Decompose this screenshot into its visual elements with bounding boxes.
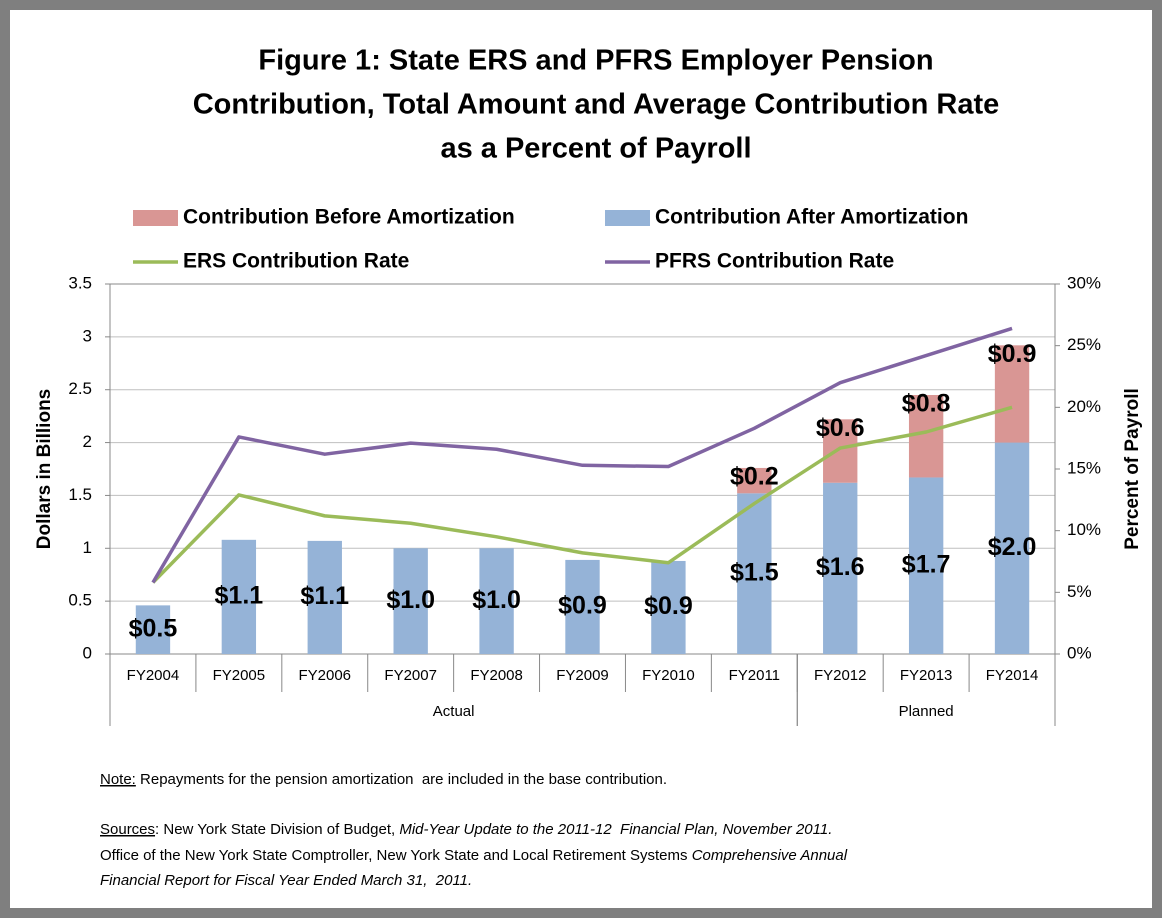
value-label: $1.5 <box>730 558 779 586</box>
footnote-run: Mid-Year Update to the 2011-12 Financial… <box>399 821 832 838</box>
value-label: $2.0 <box>988 533 1037 561</box>
bar <box>479 548 514 654</box>
footnote-run: Repayments for the pension amortization … <box>136 771 667 788</box>
bar <box>994 345 1030 443</box>
value-label: $0.6 <box>816 414 865 442</box>
footnote: Financial Report for Fiscal Year Ended M… <box>100 872 472 889</box>
bar <box>823 482 858 654</box>
bar <box>908 395 944 478</box>
bar <box>135 605 171 654</box>
x-tick-label: FY2010 <box>642 667 695 684</box>
group-label: Actual <box>433 703 475 720</box>
line <box>151 326 1013 584</box>
value-label: $1.1 <box>300 582 349 610</box>
value-label: $0.9 <box>644 592 693 620</box>
x-tick-label: FY2006 <box>298 667 351 684</box>
y-tick-label: 2.5 <box>68 379 92 398</box>
value-label: $0.9 <box>988 340 1037 368</box>
x-tick-label: FY2009 <box>556 667 609 684</box>
bar <box>565 559 600 654</box>
footnote: Sources: New York State Division of Budg… <box>100 821 832 838</box>
value-label: $0.8 <box>902 390 951 418</box>
y2-tick-label: 0% <box>1067 643 1092 662</box>
y-axis-title: Dollars in Billions <box>34 389 55 549</box>
bar <box>994 442 1030 654</box>
legend-label: ERS Contribution Rate <box>183 250 409 273</box>
y2-tick-label: 30% <box>1067 273 1101 292</box>
bar <box>737 493 772 654</box>
bar <box>307 540 342 654</box>
footnote-run: Office of the New York State Comptroller… <box>100 847 692 864</box>
legend-label: Contribution Before Amortization <box>183 206 515 229</box>
footnote-run: : New York State Division of Budget, <box>155 821 399 838</box>
y2-tick-label: 5% <box>1067 582 1092 601</box>
value-label: $1.0 <box>386 586 435 614</box>
x-tick-label: FY2005 <box>213 667 266 684</box>
legend-swatch <box>133 210 178 226</box>
value-label: $1.1 <box>215 582 264 610</box>
bar <box>908 477 944 654</box>
y-tick-label: 0.5 <box>68 591 92 610</box>
value-label: $0.2 <box>730 463 779 491</box>
y2-tick-label: 20% <box>1067 397 1101 416</box>
chart-title: as a Percent of Payroll <box>440 133 751 165</box>
value-label: $1.0 <box>472 586 521 614</box>
line <box>151 405 1013 584</box>
footnote-run: Comprehensive Annual <box>692 847 848 864</box>
footnote-run: Sources <box>100 821 155 838</box>
legend-label: Contribution After Amortization <box>655 206 968 229</box>
x-tick-label: FY2014 <box>986 667 1039 684</box>
x-tick-label: FY2013 <box>900 667 953 684</box>
chart-title: Contribution, Total Amount and Average C… <box>193 89 1000 121</box>
x-tick-label: FY2007 <box>384 667 437 684</box>
x-tick-label: FY2008 <box>470 667 523 684</box>
y-tick-label: 3.5 <box>68 273 92 292</box>
value-label: $1.7 <box>902 550 951 578</box>
y2-tick-label: 15% <box>1067 458 1101 477</box>
bar <box>823 419 858 483</box>
chart-title: Figure 1: State ERS and PFRS Employer Pe… <box>258 45 933 77</box>
y-tick-label: 1.5 <box>68 485 92 504</box>
y-tick-label: 1 <box>83 538 92 557</box>
y-tick-label: 0 <box>83 643 92 662</box>
bar <box>393 548 428 654</box>
x-tick-label: FY2011 <box>729 667 780 684</box>
bar <box>737 467 772 494</box>
x-tick-label: FY2012 <box>814 667 867 684</box>
y2-tick-label: 25% <box>1067 335 1101 354</box>
y-tick-label: 2 <box>83 432 92 451</box>
legend-swatch <box>605 210 650 226</box>
footnote-run: Note: <box>100 771 136 788</box>
value-label: $0.9 <box>558 592 607 620</box>
y2-tick-label: 10% <box>1067 520 1101 539</box>
footnote-run: Financial Report for Fiscal Year Ended M… <box>100 872 472 889</box>
group-label: Planned <box>899 703 954 720</box>
legend-label: PFRS Contribution Rate <box>655 250 894 273</box>
x-tick-label: FY2004 <box>127 667 180 684</box>
y2-axis-title: Percent of Payroll <box>1122 388 1143 550</box>
bar <box>651 560 686 654</box>
footnote: Office of the New York State Comptroller… <box>100 847 848 864</box>
value-label: $1.6 <box>816 553 865 581</box>
bar <box>221 539 257 654</box>
y-tick-label: 3 <box>83 326 92 345</box>
value-label: $0.5 <box>129 614 178 642</box>
footnote: Note: Repayments for the pension amortiz… <box>100 771 667 788</box>
